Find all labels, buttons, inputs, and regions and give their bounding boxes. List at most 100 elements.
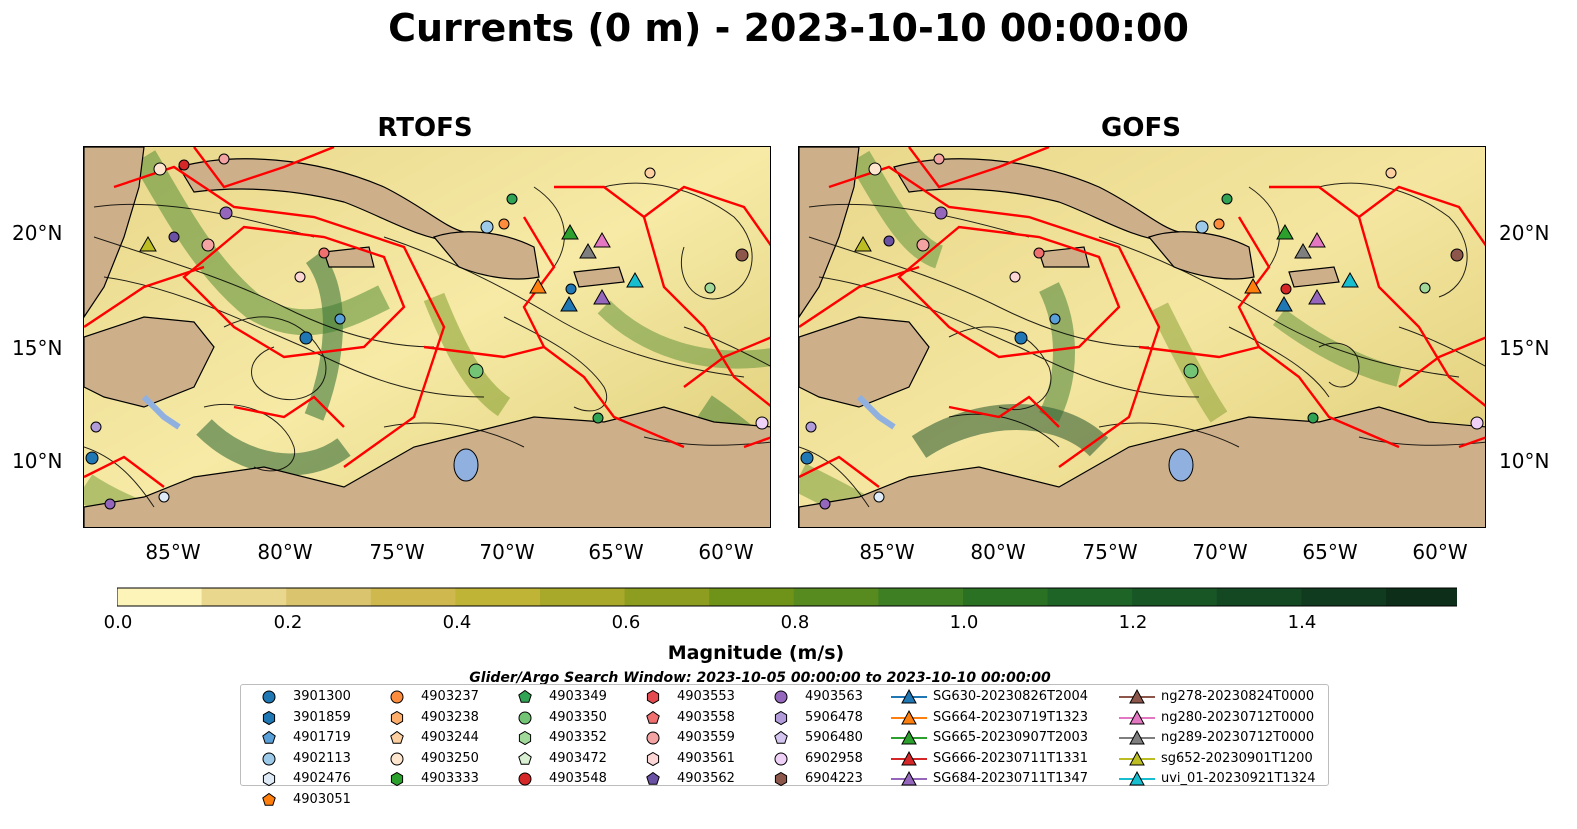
legend-item-label: 4903561 — [677, 750, 735, 766]
search-window-note: Glider/Argo Search Window: 2023-10-05 00… — [469, 670, 1051, 684]
circle-marker-icon — [646, 731, 660, 745]
hexagon-marker-icon — [390, 771, 404, 787]
legend-item-label: 4903349 — [549, 689, 607, 704]
legend-item-label: 4903472 — [549, 750, 607, 766]
lat-label-left: 20°N — [12, 221, 63, 245]
legend-item-label: SG630-20230826T2004 — [933, 689, 1089, 704]
colorbar-tick: 1.0 — [949, 612, 979, 633]
lake-nicaragua — [856, 394, 896, 430]
pentagon-marker-icon — [646, 771, 660, 785]
triangle-marker-icon — [891, 709, 927, 724]
lat-label-right: 10°N — [1499, 449, 1550, 473]
pentagon-marker-icon — [646, 710, 660, 724]
triangle-marker-icon — [1119, 750, 1155, 765]
streamlines — [799, 182, 1485, 508]
eez-boundaries — [84, 147, 770, 488]
streamlines — [84, 182, 770, 508]
circle-marker-icon — [262, 690, 276, 704]
lon-label: 65°W — [1302, 540, 1358, 564]
colorbar-tick: 1.4 — [1287, 612, 1317, 633]
hexagon-marker-icon — [518, 730, 532, 746]
colorbar-segment — [709, 588, 795, 606]
triangle-marker-icon — [891, 770, 927, 786]
legend-item-label: 4903562 — [677, 771, 735, 786]
legend-item-label: uvi_01-20230921T1324 — [1161, 771, 1316, 786]
lake-maracaibo — [1168, 448, 1194, 482]
triangle-marker-icon — [891, 688, 927, 704]
legend-item-label: 4903333 — [421, 771, 479, 786]
panel-title-gofs: GOFS — [1101, 113, 1181, 143]
pentagon-marker-icon — [518, 751, 532, 765]
colorbar — [117, 587, 1457, 607]
hexagon-marker-icon — [646, 689, 660, 705]
legend-item-label: 4903559 — [677, 730, 735, 745]
legend-item-label: sg652-20230901T1200 — [1161, 750, 1313, 766]
colorbar-tick: 0.4 — [442, 612, 472, 633]
panel-title-rtofs: RTOFS — [377, 113, 473, 143]
hexagon-marker-icon — [262, 710, 276, 725]
lat-label-left: 15°N — [12, 336, 63, 360]
triangle-marker-icon — [891, 750, 927, 765]
legend-item-label: 6904223 — [805, 771, 863, 786]
colorbar-segment — [201, 588, 287, 606]
colorbar-tick: 0.8 — [780, 612, 810, 633]
legend-item-label: 5906480 — [805, 730, 863, 745]
hexagon-marker-icon — [390, 710, 404, 725]
colorbar-segment — [624, 588, 710, 606]
colorbar-segment — [117, 588, 203, 606]
hexagon-marker-icon — [774, 771, 788, 787]
lat-label-right: 15°N — [1499, 336, 1550, 360]
lon-label: 60°W — [698, 540, 754, 564]
map-panel-gofs — [798, 146, 1486, 528]
figure-title: Currents (0 m) - 2023-10-10 00:00:00 — [388, 6, 1189, 50]
colorbar-segment — [1301, 588, 1387, 606]
legend-item-label: 5906478 — [805, 709, 863, 725]
legend-item-label: 4903563 — [805, 689, 863, 704]
lake-nicaragua — [141, 394, 181, 430]
pentagon-marker-icon — [262, 792, 276, 806]
legend-item-label: 4903352 — [549, 730, 607, 745]
lon-label: 70°W — [1192, 540, 1248, 564]
legend-item-label: 4903237 — [421, 689, 479, 704]
triangle-marker-icon — [1119, 770, 1155, 786]
hexagon-marker-icon — [262, 771, 276, 787]
lon-label: 80°W — [257, 540, 313, 564]
colorbar-segment — [1047, 588, 1133, 606]
pentagon-marker-icon — [390, 730, 404, 744]
colorbar-label: Magnitude (m/s) — [667, 642, 845, 664]
colorbar-segment — [455, 588, 541, 606]
lake-maracaibo — [453, 448, 479, 482]
colorbar-outline — [117, 587, 1457, 607]
legend: 3901300 3901859 4901719 4902113 4902476 49030… — [240, 684, 1329, 807]
lon-label: 70°W — [479, 540, 535, 564]
lon-label: 65°W — [588, 540, 644, 564]
circle-marker-icon — [518, 772, 532, 786]
lon-label: 75°W — [1082, 540, 1138, 564]
colorbar-tick: 0.6 — [611, 612, 641, 633]
float-markers — [800, 153, 1484, 510]
colorbar-segment — [1386, 588, 1457, 606]
hexagon-marker-icon — [774, 710, 788, 725]
colorbar-tick: 1.2 — [1118, 612, 1148, 633]
pentagon-marker-icon — [518, 689, 532, 703]
legend-item-label: 4902476 — [293, 771, 351, 786]
triangle-marker-icon — [1119, 729, 1155, 745]
map-panel-rtofs — [83, 146, 771, 528]
legend-item-label: 4903250 — [421, 750, 479, 766]
pentagon-marker-icon — [262, 730, 276, 744]
pentagon-marker-icon — [774, 730, 788, 744]
circle-marker-icon — [774, 752, 788, 765]
circle-marker-icon — [774, 690, 788, 704]
legend-item-label: ng278-20230824T0000 — [1161, 689, 1315, 704]
circle-marker-icon — [390, 752, 404, 765]
colorbar-segment — [1132, 588, 1218, 606]
colorbar-tick: 0.0 — [103, 612, 133, 633]
legend-item-label: SG664-20230719T1323 — [933, 709, 1089, 725]
map-rtofs-svg — [84, 147, 770, 527]
lon-label: 75°W — [369, 540, 425, 564]
legend-item-label: ng280-20230712T0000 — [1161, 709, 1315, 725]
colorbar-segment — [963, 588, 1049, 606]
legend-item-label: 3901300 — [293, 689, 351, 704]
legend-item-label: 4901719 — [293, 730, 351, 745]
legend-item-label: SG684-20230711T1347 — [933, 771, 1089, 786]
